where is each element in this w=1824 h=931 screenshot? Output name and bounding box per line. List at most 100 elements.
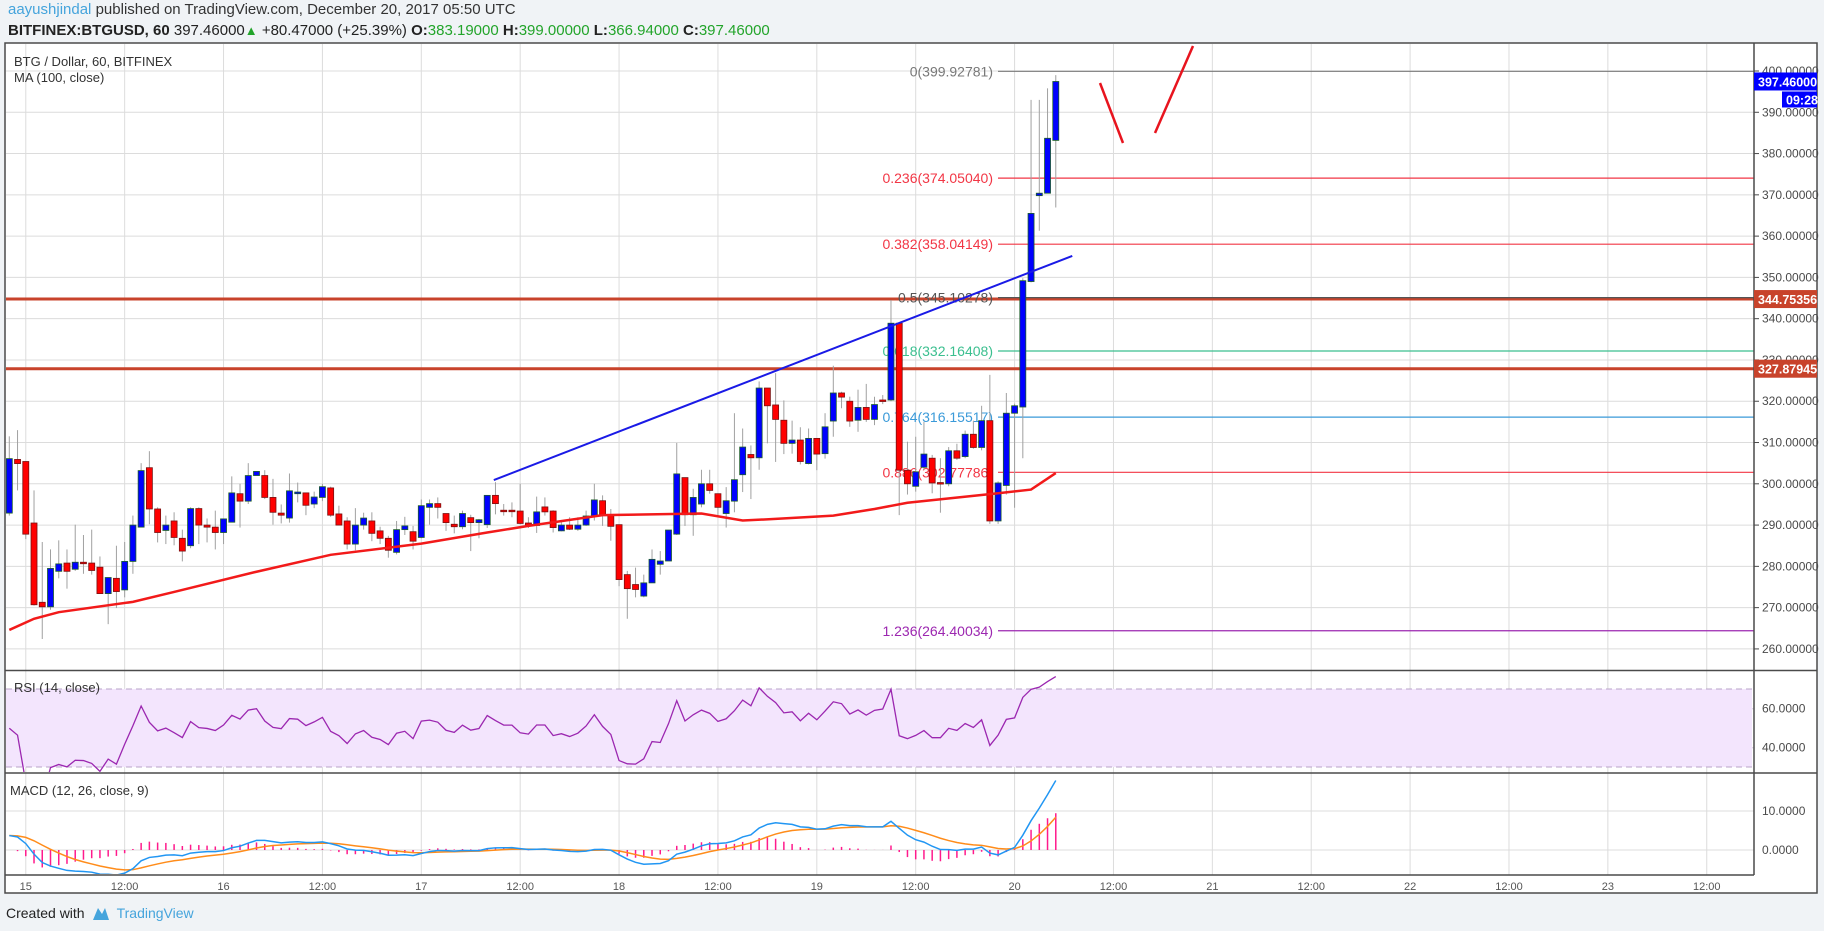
candle-up[interactable] [220, 518, 227, 545]
candle-down[interactable] [14, 430, 21, 491]
candle-down[interactable] [706, 469, 714, 494]
candle-down[interactable] [953, 443, 961, 460]
candle-up[interactable] [459, 510, 466, 530]
candle-up[interactable] [483, 494, 491, 528]
candle-down[interactable] [195, 507, 203, 545]
candle-up[interactable] [755, 381, 763, 470]
candle-down[interactable] [879, 395, 887, 405]
candle-up[interactable] [121, 542, 129, 598]
candle-down[interactable] [969, 420, 977, 449]
candle-down[interactable] [343, 517, 351, 550]
candle-up[interactable] [640, 574, 648, 598]
candle-down[interactable] [376, 526, 384, 545]
candle-up[interactable] [417, 499, 425, 539]
candle-up[interactable] [71, 524, 79, 571]
candle-down[interactable] [450, 515, 458, 534]
candle-down[interactable] [846, 396, 854, 427]
candle-down[interactable] [38, 542, 46, 640]
candle-down[interactable] [780, 400, 788, 455]
macd-pane[interactable] [9, 780, 1057, 875]
candle-up[interactable] [788, 420, 796, 454]
candle-up[interactable] [187, 507, 194, 549]
candle-down[interactable] [154, 507, 162, 543]
candle-down[interactable] [277, 504, 285, 524]
candle-down[interactable] [442, 513, 450, 531]
candle-down[interactable] [986, 374, 994, 524]
price-pane[interactable]: 0(399.92781) 0.236(374.05040) 0.382(358.04… [6, 63, 1754, 640]
candle-up[interactable] [162, 515, 170, 545]
candle-down[interactable] [796, 427, 804, 465]
candle-up[interactable] [1019, 278, 1027, 459]
candle-up[interactable] [55, 540, 63, 579]
candle-up[interactable] [731, 413, 738, 513]
candle-down[interactable] [772, 373, 780, 462]
candle-up[interactable] [994, 481, 1002, 524]
candle-up[interactable] [129, 515, 137, 574]
candle-up[interactable] [1052, 75, 1060, 208]
candle-down[interactable] [96, 556, 104, 595]
candle-down[interactable] [335, 505, 343, 526]
candle-up[interactable] [961, 430, 969, 459]
candle-up[interactable] [829, 365, 837, 437]
candle-down[interactable] [63, 549, 71, 589]
macd-line[interactable] [9, 780, 1057, 875]
candle-up[interactable] [871, 396, 878, 426]
candle-down[interactable] [615, 524, 623, 587]
candle-down[interactable] [500, 504, 508, 516]
candle-down[interactable] [145, 451, 153, 525]
candle-down[interactable] [516, 483, 524, 525]
candle-down[interactable] [269, 478, 277, 525]
author-link[interactable]: aayushjindal [8, 1, 92, 18]
candle-down[interactable] [928, 454, 936, 494]
candle-up[interactable] [821, 413, 829, 459]
candle-up[interactable] [401, 516, 409, 535]
candle-down[interactable] [838, 391, 845, 409]
candle-up[interactable] [1044, 88, 1051, 194]
candle-down[interactable] [541, 497, 549, 516]
candle-up[interactable] [47, 549, 54, 610]
candle-up[interactable] [920, 421, 928, 470]
candle-up[interactable] [665, 529, 672, 562]
candle-down[interactable] [937, 458, 944, 513]
candle-up[interactable] [739, 428, 747, 493]
candle-up[interactable] [426, 499, 433, 525]
candle-down[interactable] [368, 512, 376, 542]
tradingview-link[interactable]: TradingView [116, 905, 194, 921]
rsi-legend[interactable]: RSI (14, close) [14, 680, 100, 695]
candle-up[interactable] [1035, 99, 1043, 231]
candle-up[interactable] [805, 428, 812, 465]
candle-up[interactable] [104, 577, 112, 625]
candle-down[interactable] [22, 461, 30, 540]
candle-down[interactable] [170, 512, 178, 546]
candle-up[interactable] [557, 521, 565, 532]
candle-up[interactable] [286, 473, 293, 523]
candle-up[interactable] [722, 487, 730, 528]
candle-up[interactable] [360, 512, 368, 530]
candle-up[interactable] [310, 491, 318, 509]
candle-down[interactable] [88, 529, 96, 575]
candle-down[interactable] [813, 437, 821, 471]
candle-down[interactable] [178, 529, 186, 562]
candle-up[interactable] [648, 549, 656, 584]
candle-down[interactable] [623, 570, 631, 619]
candle-up[interactable] [137, 463, 145, 528]
candle-up[interactable] [393, 520, 400, 555]
candle-down[interactable] [261, 470, 269, 500]
candle-down[interactable] [203, 518, 211, 543]
candle-down[interactable] [236, 483, 244, 528]
axes[interactable]: 15 12:00 16 12:00 17 12:00 18 12:00 19 12:00 20 12:… [20, 64, 1819, 893]
candle-down[interactable] [492, 482, 499, 515]
candle-up[interactable] [6, 436, 13, 516]
candle-down[interactable] [434, 497, 442, 519]
candle-up[interactable] [698, 469, 705, 508]
macd-legend[interactable]: MACD (12, 26, close, 9) [10, 783, 149, 798]
candle-up[interactable] [887, 300, 895, 402]
candle-up[interactable] [656, 551, 664, 575]
candle-up[interactable] [351, 508, 359, 551]
candle-down[interactable] [327, 486, 335, 517]
candle-down[interactable] [714, 493, 722, 516]
candle-down[interactable] [904, 441, 911, 495]
candle-down[interactable] [113, 545, 120, 609]
candle-down[interactable] [302, 492, 310, 516]
